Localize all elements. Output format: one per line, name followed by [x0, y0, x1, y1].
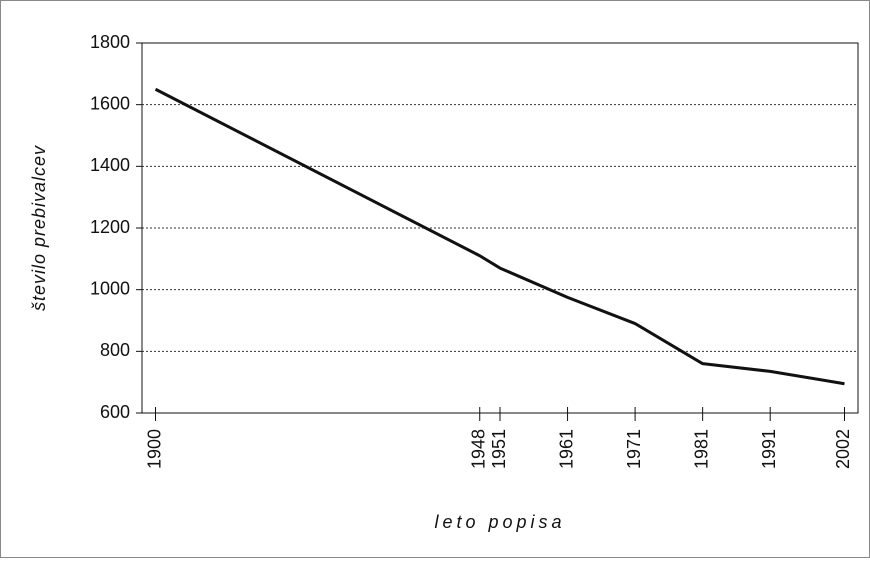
- y-tick-label: 800: [100, 340, 130, 360]
- y-tick-label: 1000: [90, 278, 130, 298]
- x-axis-label: leto popisa: [434, 512, 565, 532]
- y-tick-label: 1800: [90, 32, 130, 52]
- x-tick-label: 1961: [556, 429, 576, 469]
- x-tick-label: 2002: [833, 429, 853, 469]
- data-line: [154, 87, 845, 386]
- y-tick-label: 1400: [90, 155, 130, 175]
- x-tick-label: 1900: [144, 429, 164, 469]
- y-tick-label: 1200: [90, 217, 130, 237]
- x-tick-label: 1971: [624, 429, 644, 469]
- x-tick-label: 1981: [691, 429, 711, 469]
- y-tick-label: 600: [100, 402, 130, 422]
- x-tick-label: 1991: [759, 429, 779, 469]
- x-tick-label: 1948: [468, 429, 488, 469]
- y-tick-label: 1600: [90, 93, 130, 113]
- y-axis-label: število prebivalcev: [29, 145, 49, 311]
- x-tick-label: 1951: [489, 429, 509, 469]
